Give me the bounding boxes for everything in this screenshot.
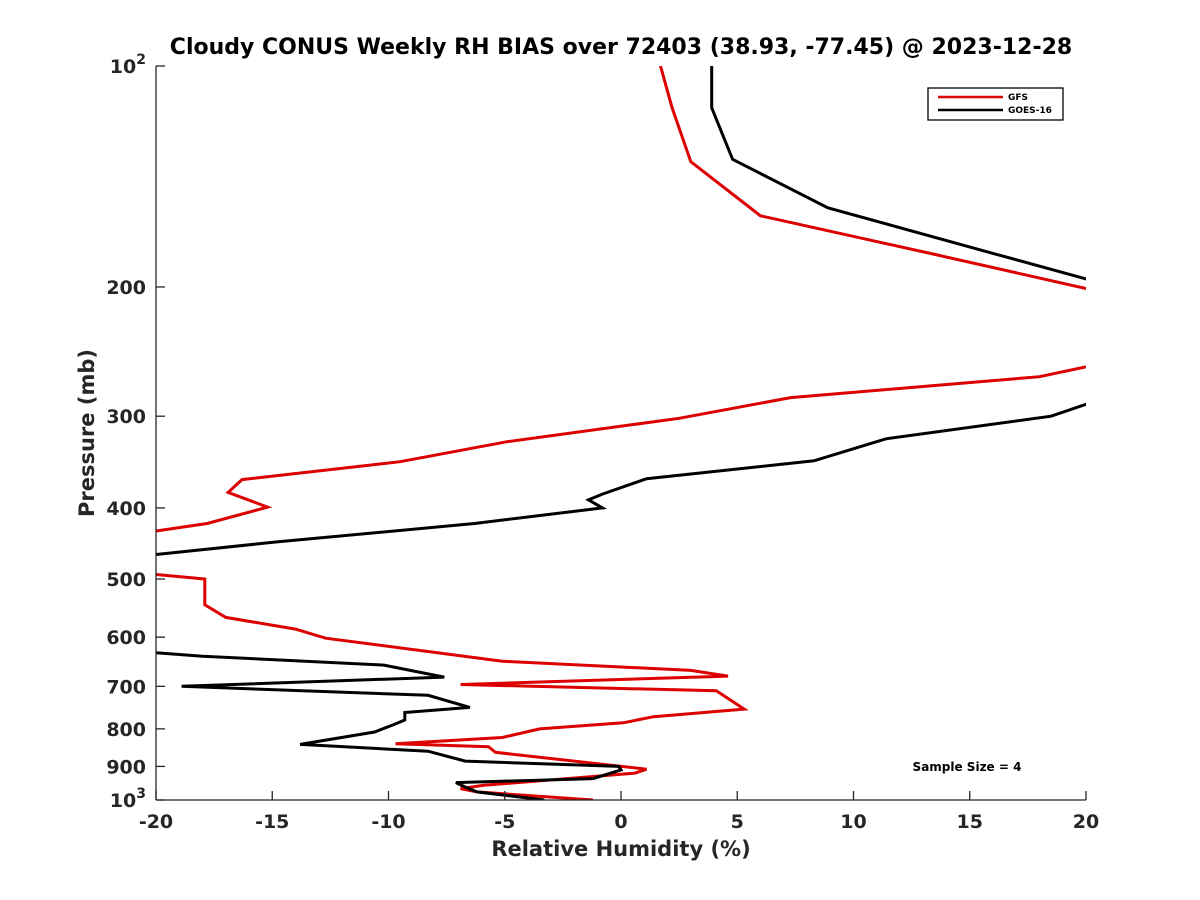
series-gfs: [156, 66, 1086, 800]
y-axis-label: Pressure (mb): [75, 349, 99, 517]
series-line-goes-16-2: [156, 651, 624, 800]
chart-title: Cloudy CONUS Weekly RH BIAS over 72403 (…: [170, 35, 1072, 60]
series-goes-16: [156, 66, 1086, 800]
series-layer: [156, 66, 1086, 800]
x-axis-label: Relative Humidity (%): [491, 837, 750, 861]
series-line-gfs-0: [659, 66, 1086, 291]
x-tick-label: -15: [255, 811, 289, 833]
y-tick-label: 600: [106, 627, 146, 649]
x-tick-label: -5: [494, 811, 515, 833]
x-tick-label: 5: [731, 811, 744, 833]
series-line-gfs-2: [156, 573, 749, 800]
y-tick-label: 900: [106, 756, 146, 778]
x-tick-label: 20: [1073, 811, 1099, 833]
y-tick-label: 200: [106, 277, 146, 299]
ticks-layer: -20 -15 -10 -5 0 5 10 15 20 102 200 300 400 500 600 700…: [106, 52, 1099, 833]
x-tick-label: -20: [139, 811, 173, 833]
series-line-gfs-1: [156, 365, 1086, 533]
sample-size-annotation: Sample Size = 4: [913, 760, 1022, 774]
legend-label: GFS: [1008, 93, 1028, 103]
x-tick-label: -10: [371, 811, 405, 833]
y-tick-label: 300: [106, 406, 146, 428]
x-tick-label: 15: [957, 811, 983, 833]
series-line-goes-16-1: [156, 402, 1086, 556]
x-tick-label: 10: [840, 811, 866, 833]
y-tick-label: 700: [106, 676, 146, 698]
y-tick-label: 500: [106, 569, 146, 591]
y-tick-label: 400: [106, 498, 146, 520]
plot-area: -20 -15 -10 -5 0 5 10 15 20 102 200 300 400 500 600 700…: [106, 52, 1099, 833]
y-tick-label: 800: [106, 719, 146, 741]
y-tick-label: 103: [110, 786, 146, 812]
legend-label: GOES-16: [1008, 106, 1052, 116]
series-line-goes-16-0: [710, 66, 1086, 281]
legend-box: [927, 87, 1064, 121]
x-tick-label: 0: [614, 811, 627, 833]
legend: GFS GOES-16: [927, 87, 1064, 121]
y-tick-label: 102: [110, 52, 146, 78]
